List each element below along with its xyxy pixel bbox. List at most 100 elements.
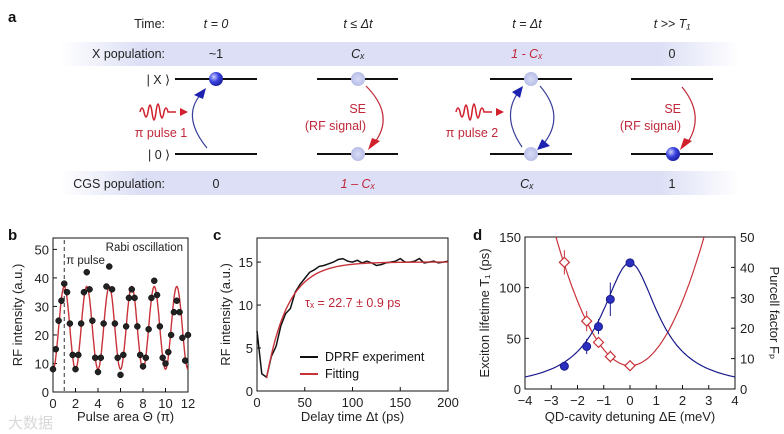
x-tick-label: 8 (139, 396, 146, 411)
data-point (91, 354, 99, 362)
cgs-pop-col-1: 0 (213, 177, 220, 191)
y-axis-label: RF intensity (a.u.) (218, 263, 233, 366)
data-point (159, 354, 166, 362)
data-point (94, 368, 102, 376)
lifetime-data-point (558, 256, 571, 269)
time-col-1: t = 0 (204, 17, 229, 31)
x-tick-label: 12 (181, 396, 195, 411)
data-point (89, 317, 96, 324)
purcell-fit-line (525, 262, 735, 378)
x-pop-col-3: 1 - Cₓ (511, 47, 543, 61)
data-point (52, 345, 60, 353)
emission-arrow (681, 86, 696, 143)
y-tick-label: 0 (740, 382, 747, 397)
y-tick-label: 40 (35, 271, 49, 286)
data-point (83, 268, 90, 276)
y-tick-label: 50 (740, 230, 754, 245)
data-point (181, 357, 189, 364)
y-tick-label: 10 (239, 298, 253, 313)
data-point (106, 263, 113, 270)
data-point (134, 323, 141, 330)
y-tick-label: 150 (499, 230, 521, 245)
data-point (66, 320, 74, 327)
y-tick-label: 0 (246, 384, 253, 399)
experiment-line (256, 257, 449, 379)
chart-title: Rabi oscillation (106, 242, 183, 254)
data-point (69, 351, 76, 359)
x-tick-label: −2 (570, 393, 585, 408)
x-tick-label: 2 (72, 396, 79, 411)
x-tick-label: 100 (342, 395, 364, 410)
y-tick-label: 30 (740, 291, 754, 306)
x-tick-label: 0 (253, 395, 260, 410)
purcell-data-point (605, 294, 615, 304)
panel-label-b: b (8, 227, 17, 244)
data-point (122, 323, 130, 330)
panel-a-energy-diagram: a Time: X population: CGS population: t … (8, 9, 740, 195)
arrow-head-icon (512, 86, 523, 98)
x-tick-label: 0 (49, 396, 56, 411)
data-point (165, 348, 172, 356)
data-point (156, 323, 164, 330)
x-pop-col-2: Cₓ (351, 47, 365, 61)
pi-pulse-2-label: π pulse 2 (446, 126, 498, 140)
lifetime-data-point (580, 315, 593, 327)
x-tick-label: 0 (626, 393, 633, 408)
data-point (117, 371, 124, 379)
arrow-head-icon (537, 139, 550, 150)
y-tick-label: 100 (499, 281, 521, 296)
y-tick-label: 15 (239, 255, 253, 270)
data-point (139, 363, 147, 370)
legend-label-fit: Fitting (325, 367, 359, 381)
ground-state-ball (666, 147, 680, 161)
panel-label-c: c (213, 227, 221, 244)
data-point (120, 351, 127, 359)
panel-label-a: a (8, 9, 17, 26)
data-point (103, 283, 110, 290)
data-point (148, 294, 155, 302)
y-tick-label: 10 (740, 352, 754, 367)
data-point (142, 354, 150, 362)
y-tick-label: 20 (740, 321, 754, 336)
purcell-data-point (582, 341, 592, 351)
data-point (49, 365, 57, 373)
x-tick-label: 50 (298, 395, 312, 410)
data-point (55, 317, 62, 324)
lifetime-fit-line (555, 237, 705, 367)
data-point (86, 286, 93, 293)
data-point (97, 354, 105, 362)
data-point (170, 308, 178, 316)
y-tick-label: 0 (42, 385, 49, 400)
x-axis-label: QD-cavity detuning ΔE (meV) (545, 409, 716, 424)
cgs-population-label: CGS population: (73, 177, 165, 191)
data-point (80, 288, 88, 296)
pi-pulse-annotation: π pulse (66, 255, 105, 267)
data-point (75, 351, 82, 359)
x-tick-label: 10 (158, 396, 172, 411)
purcell-data-point (559, 361, 569, 371)
y-axis-label: RF intensity (a.u.) (10, 264, 25, 367)
y-tick-label: 0 (514, 382, 521, 397)
rf-signal-label-2: (RF signal) (620, 119, 681, 133)
lifetime-data-point (592, 336, 605, 349)
data-point (100, 320, 107, 327)
excitation-arrow (191, 91, 208, 149)
y-axis-label-right: Purcell factor Fₚ (767, 267, 782, 360)
data-point (167, 331, 175, 339)
data-point (114, 354, 121, 362)
data-point (72, 365, 79, 373)
cgs-pop-col-2: 1 – Cₓ (341, 177, 376, 191)
time-col-3: t = Δt (512, 17, 542, 31)
purcell-data-point (625, 258, 635, 268)
chart-delay-time: 0 50 100 150 200 0 5 10 15 Delay time Δt (ps) RF i… (218, 237, 459, 424)
y-tick-label: 50 (35, 242, 49, 257)
x-tick-label: 1 (653, 393, 660, 408)
x-tick-label: 150 (389, 395, 411, 410)
data-point (125, 294, 133, 302)
chart-rabi-oscillation: 0 2 4 6 8 10 12 0 10 20 30 40 50 Pulse area Θ (π) RF i… (10, 237, 195, 424)
data-point (153, 291, 161, 299)
x-tick-label: 6 (117, 396, 124, 411)
legend-label-experiment: DPRF experiment (325, 350, 425, 364)
time-col-2: t ≤ Δt (343, 17, 373, 31)
